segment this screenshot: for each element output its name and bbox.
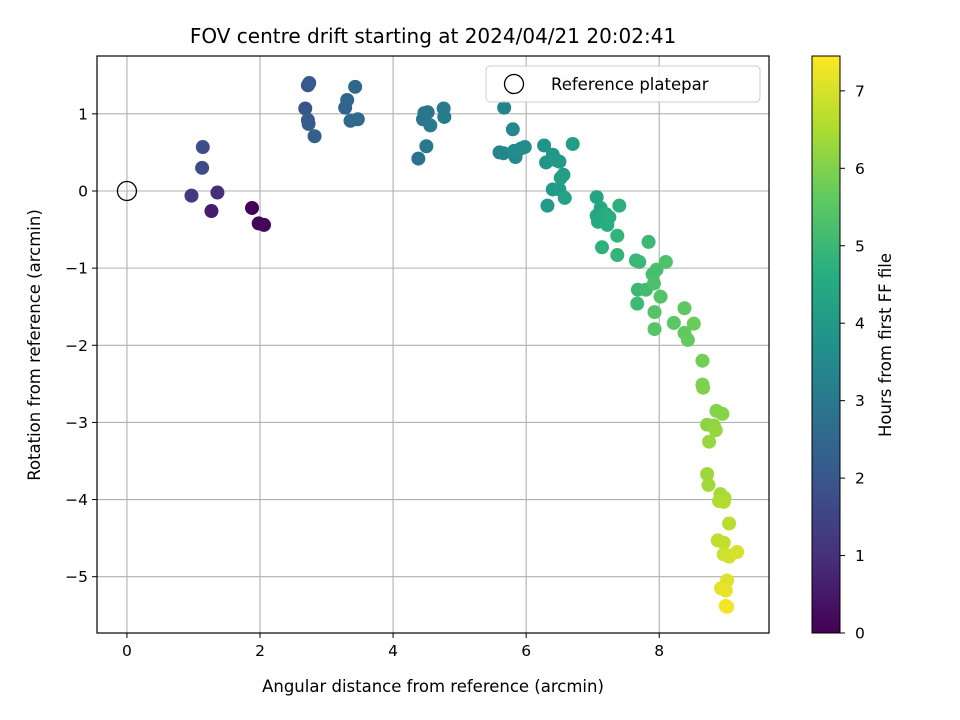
colorbar-label: Hours from first FF file bbox=[876, 253, 895, 437]
x-tick-label: 4 bbox=[388, 642, 398, 660]
colorbar-tick-label: 0 bbox=[855, 625, 865, 643]
data-point bbox=[557, 190, 572, 205]
data-point bbox=[419, 139, 434, 154]
colorbar-tick-label: 6 bbox=[855, 160, 865, 178]
data-point bbox=[340, 92, 355, 107]
data-point bbox=[702, 434, 717, 449]
reference-marker bbox=[116, 180, 138, 202]
data-point bbox=[556, 167, 571, 182]
plot-frame bbox=[96, 55, 770, 634]
data-point bbox=[612, 198, 627, 213]
data-point bbox=[610, 248, 625, 263]
colorbar-tick-label: 5 bbox=[855, 237, 865, 255]
colorbar-tick-label: 3 bbox=[855, 392, 865, 410]
x-axis-label: Angular distance from reference (arcmin) bbox=[262, 677, 604, 696]
data-point bbox=[716, 535, 731, 550]
data-point bbox=[497, 100, 512, 115]
data-point bbox=[589, 190, 604, 205]
data-point bbox=[649, 262, 664, 277]
colorbar-tick-label: 2 bbox=[855, 470, 865, 488]
data-points bbox=[116, 75, 745, 614]
data-point bbox=[302, 75, 317, 90]
data-point bbox=[677, 301, 692, 316]
data-point bbox=[195, 160, 210, 175]
data-point bbox=[348, 79, 363, 94]
x-tick-label: 2 bbox=[255, 642, 265, 660]
data-point bbox=[718, 583, 733, 598]
data-point bbox=[184, 188, 199, 203]
y-tick-label: −2 bbox=[65, 337, 88, 355]
data-point bbox=[594, 240, 609, 255]
data-point bbox=[686, 316, 701, 331]
data-point bbox=[540, 198, 555, 213]
data-point bbox=[195, 140, 210, 155]
data-point bbox=[695, 353, 710, 368]
legend-marker bbox=[503, 73, 525, 95]
data-point bbox=[505, 122, 520, 137]
data-point bbox=[722, 516, 737, 531]
colorbar-tick-label: 7 bbox=[855, 82, 865, 100]
colorbar-ticks: 0 1 2 3 4 5 6 7 bbox=[840, 82, 865, 643]
data-point bbox=[630, 296, 645, 311]
data-point bbox=[720, 599, 735, 614]
legend-label: Reference platepar bbox=[551, 75, 709, 94]
data-point bbox=[700, 467, 715, 482]
y-tick-label: 1 bbox=[78, 105, 88, 123]
colorbar-gradient bbox=[811, 55, 841, 634]
data-point bbox=[658, 254, 673, 269]
data-point bbox=[537, 138, 552, 153]
data-point bbox=[680, 332, 695, 347]
data-point bbox=[517, 140, 532, 155]
data-point bbox=[708, 423, 723, 438]
x-tick-label: 6 bbox=[521, 642, 531, 660]
axis-ticks: 0 2 4 6 810−1−2−3−4−5 bbox=[65, 105, 664, 660]
data-point bbox=[423, 118, 438, 133]
colorbar-tick-label: 4 bbox=[855, 315, 865, 333]
data-point bbox=[301, 116, 316, 131]
y-axis-label: Rotation from reference (arcmin) bbox=[25, 209, 44, 481]
colorbar: 0 1 2 3 4 5 6 7 Hours from first FF file bbox=[811, 55, 895, 643]
x-tick-label: 8 bbox=[654, 642, 664, 660]
data-point bbox=[646, 276, 661, 291]
data-point bbox=[696, 380, 711, 395]
data-point bbox=[420, 105, 435, 120]
data-point bbox=[610, 228, 625, 243]
data-point bbox=[552, 154, 567, 169]
data-point bbox=[647, 322, 662, 337]
data-point bbox=[298, 101, 313, 116]
data-point bbox=[210, 185, 225, 200]
data-point bbox=[257, 217, 272, 232]
y-tick-label: 0 bbox=[78, 182, 88, 200]
data-point bbox=[565, 136, 580, 151]
legend-box bbox=[485, 65, 761, 103]
x-tick-label: 0 bbox=[122, 642, 132, 660]
data-point bbox=[496, 146, 511, 161]
chart-title: FOV centre drift starting at 2024/04/21 … bbox=[190, 24, 676, 48]
data-point bbox=[715, 406, 730, 421]
data-point bbox=[204, 204, 219, 219]
data-point bbox=[716, 494, 731, 509]
data-point bbox=[602, 210, 617, 225]
y-tick-label: −1 bbox=[65, 260, 88, 278]
colorbar-tick-label: 1 bbox=[855, 547, 865, 565]
data-point bbox=[307, 129, 322, 144]
data-point bbox=[701, 477, 716, 492]
y-tick-label: −4 bbox=[65, 491, 88, 509]
data-point bbox=[350, 112, 365, 127]
data-point bbox=[666, 315, 681, 330]
data-point bbox=[632, 254, 647, 269]
data-point bbox=[647, 305, 662, 320]
data-point bbox=[411, 151, 426, 166]
data-point bbox=[245, 200, 260, 215]
data-point bbox=[653, 289, 668, 304]
y-tick-label: −3 bbox=[65, 414, 88, 432]
legend: Reference platepar bbox=[485, 65, 761, 103]
y-tick-label: −5 bbox=[65, 568, 88, 586]
data-point bbox=[641, 234, 656, 249]
data-point bbox=[730, 545, 745, 560]
data-point bbox=[437, 109, 452, 124]
